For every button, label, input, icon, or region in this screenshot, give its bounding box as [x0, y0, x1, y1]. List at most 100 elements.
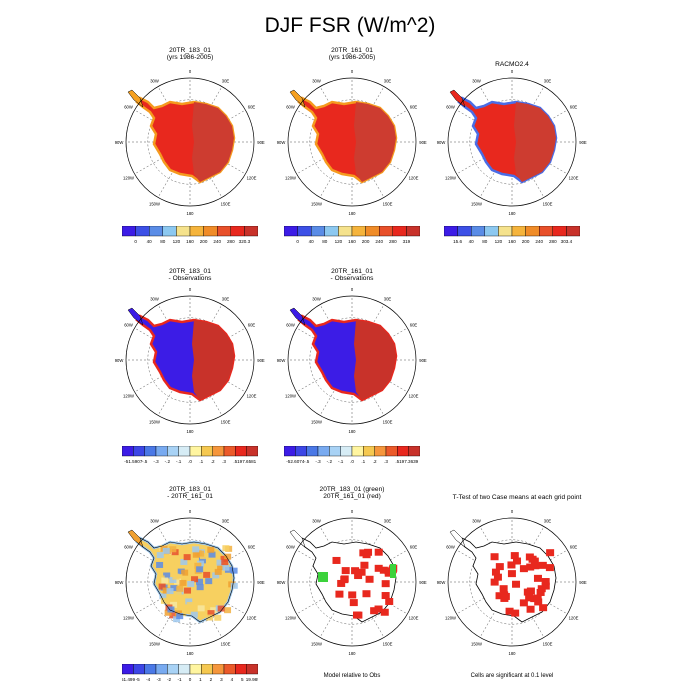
- colorbar-cell: [122, 446, 134, 457]
- colorbar-label: -.5: [304, 459, 310, 464]
- lon-label: 30E: [384, 79, 392, 84]
- panel-title-p2: 20TR_161_01 (yrs 1986-2005): [292, 47, 412, 61]
- colorbar-cell: [392, 226, 407, 237]
- colorbar-p1: 0 40 80 120 160 200 240 280 320.3: [122, 226, 258, 244]
- map-boundary: [125, 517, 255, 647]
- significant-cell: [490, 578, 499, 586]
- anomaly-cell: [186, 602, 194, 609]
- colorbar-label: -2: [167, 677, 172, 682]
- colorbar-label: 160: [348, 239, 356, 244]
- east-antarctica-region: [354, 102, 396, 182]
- colorbar-cell: [284, 446, 296, 457]
- lon-label: 30E: [222, 519, 230, 524]
- colorbar-label: -51.5907: [124, 459, 143, 464]
- anomaly-cell: [156, 552, 164, 559]
- lon-label: 150W: [471, 201, 482, 206]
- significant-cell: [533, 574, 542, 582]
- east-antarctica-region: [192, 320, 234, 400]
- lon-label: 30E: [544, 519, 552, 524]
- anomaly-cell: [174, 578, 182, 585]
- lon-label: 150E: [383, 201, 393, 206]
- significant-cell-green: [318, 572, 328, 582]
- anomaly-cell: [176, 613, 184, 620]
- significant-cell: [351, 567, 360, 575]
- lon-label: 150W: [471, 641, 482, 646]
- colorbar-label: 40: [309, 239, 315, 244]
- significant-cell: [546, 549, 555, 557]
- note-significance: Cells are significant at 0.1 level: [470, 673, 554, 679]
- anomaly-cell: [183, 554, 191, 561]
- lon-label: 30W: [150, 79, 159, 84]
- colorbar-label: -3: [157, 677, 162, 682]
- colorbar-label: 120: [335, 239, 343, 244]
- colorbar-cell: [223, 664, 236, 675]
- lon-label: 90E: [257, 140, 265, 145]
- lon-label: 60W: [446, 105, 455, 110]
- colorbar-label: 200: [362, 239, 370, 244]
- colorbar-cell: [212, 446, 225, 457]
- polar-map-p3: 0 30E 60E 90E 120E 150E 180 150W 120W 90W 60W 30W: [437, 69, 587, 216]
- significant-cell: [341, 567, 350, 575]
- significant-cell: [385, 597, 394, 605]
- significant-cell: [380, 608, 389, 616]
- lon-label: 180: [187, 211, 195, 216]
- significant-cell: [374, 548, 383, 556]
- colorbar-cell: [201, 446, 213, 457]
- colorbar-cell: [162, 226, 177, 237]
- colorbar-cell: [189, 226, 204, 237]
- colorbar-label: .3: [222, 459, 226, 464]
- colorbar-label: .2: [373, 459, 377, 464]
- lon-label: 60E: [410, 105, 418, 110]
- anomaly-cell: [167, 559, 175, 566]
- panel-title-line2: (yrs 1986-2005): [328, 54, 376, 61]
- colorbar-cell: [155, 664, 168, 675]
- colorbar-label: 197.3639: [399, 459, 419, 464]
- colorbar-cell: [311, 226, 326, 237]
- colorbar-label: -52.6074: [286, 459, 305, 464]
- anomaly-cell: [192, 551, 200, 558]
- anomaly-cell: [185, 598, 193, 605]
- lon-label: 90W: [437, 140, 446, 145]
- panel-title-line1: 20TR_183_01: [169, 268, 211, 275]
- lon-label: 150E: [383, 641, 393, 646]
- colorbar-cell: [246, 446, 258, 457]
- lon-label: 150W: [311, 419, 322, 424]
- significant-cell: [541, 578, 550, 586]
- significant-cell: [538, 561, 547, 569]
- lon-label: 30W: [150, 297, 159, 302]
- colorbar-label: .0: [188, 459, 192, 464]
- panel-title-line2: - 20TR_161_01: [167, 493, 213, 500]
- colorbar-label: 0: [134, 239, 137, 244]
- anomaly-cell: [172, 557, 180, 564]
- colorbar-cell: [365, 226, 380, 237]
- colorbar-label: 303.4: [561, 239, 573, 244]
- significant-cell: [335, 590, 344, 598]
- anomaly-cell: [203, 571, 211, 578]
- colorbar-label: .2: [211, 459, 215, 464]
- panel-title-line1: 20TR_183_01: [169, 486, 211, 493]
- anomaly-cell: [230, 582, 238, 589]
- anomaly-cell: [208, 551, 216, 558]
- colorbar-label: 40: [147, 239, 153, 244]
- colorbar-cell: [566, 226, 580, 237]
- colorbar-cell: [324, 226, 339, 237]
- lon-label: 60W: [124, 105, 133, 110]
- lon-label: 0: [351, 69, 354, 74]
- panel-title-line1: 20TR_183_01: [169, 47, 211, 54]
- lon-label: 30W: [312, 297, 321, 302]
- significant-cell: [495, 592, 504, 600]
- colorbar-label: -.3: [315, 459, 321, 464]
- anomaly-cell: [196, 584, 204, 591]
- colorbar-label: 200: [200, 239, 208, 244]
- panel-title-line2: - Observations: [168, 275, 212, 282]
- colorbar-cell: [212, 664, 225, 675]
- lon-label: 150W: [149, 641, 160, 646]
- colorbar-cell: [511, 226, 526, 237]
- colorbar-cell: [246, 664, 258, 675]
- lon-label: 90E: [257, 358, 265, 363]
- colorbar-label: -.2: [165, 459, 171, 464]
- significant-cell-green: [390, 564, 396, 578]
- anomaly-cell: [169, 576, 177, 583]
- colorbar-cell: [378, 226, 393, 237]
- significant-cell: [379, 566, 388, 574]
